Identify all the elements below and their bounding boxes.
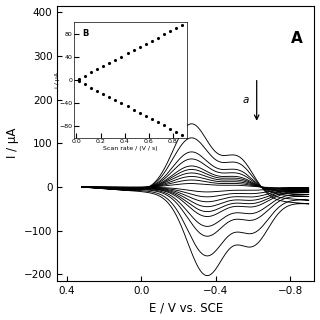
Text: a: a <box>242 95 249 106</box>
X-axis label: E / V vs. SCE: E / V vs. SCE <box>149 301 223 315</box>
Y-axis label: I / μA: I / μA <box>5 128 19 158</box>
Text: A: A <box>291 31 302 46</box>
